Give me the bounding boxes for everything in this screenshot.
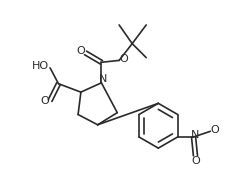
- Text: O: O: [191, 156, 200, 166]
- Text: O: O: [40, 96, 49, 106]
- Text: HO: HO: [32, 61, 49, 71]
- Text: N: N: [99, 74, 107, 84]
- Text: O: O: [119, 54, 128, 64]
- Text: N: N: [191, 130, 200, 140]
- Text: O: O: [76, 46, 85, 56]
- Text: O: O: [211, 125, 219, 135]
